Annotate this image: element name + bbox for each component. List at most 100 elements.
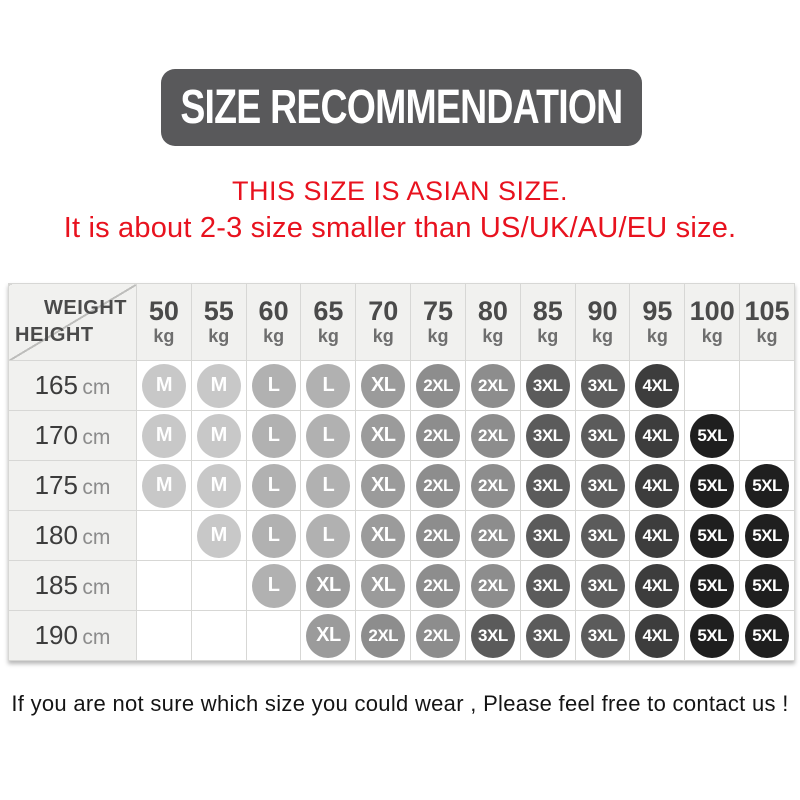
size-cell: M: [190, 410, 247, 461]
size-cell: 2XL: [464, 410, 521, 461]
page-title: SIZE RECOMMENDATION: [180, 81, 623, 134]
size-cell: 3XL: [519, 360, 576, 411]
weight-unit: kg: [427, 326, 449, 346]
size-cell: [245, 610, 302, 661]
size-cell: 3XL: [574, 510, 631, 561]
size-badge: M: [141, 413, 186, 458]
weight-value: 90: [587, 296, 618, 326]
size-badge: 4XL: [635, 563, 680, 608]
weight-value: 60: [258, 296, 289, 326]
size-cell: 3XL: [519, 610, 576, 661]
size-cell: 2XL: [410, 360, 466, 411]
height-unit: cm: [82, 576, 111, 599]
size-cell: L: [245, 410, 302, 461]
weight-header-cell: 55 kg: [190, 283, 247, 361]
size-cell: [190, 610, 247, 661]
height-value: 165: [34, 370, 78, 400]
size-badge: M: [196, 413, 241, 458]
weight-unit: kg: [701, 326, 723, 346]
table-row: 175 cm M M L L XL 2XL 2XL 3XL 3XL 4XL 5XL 5XL: [8, 460, 795, 511]
size-badge: 3XL: [580, 613, 625, 658]
height-value: 175: [34, 470, 78, 500]
size-badge: 5XL: [745, 463, 790, 508]
size-badge: M: [196, 463, 241, 508]
size-badge: XL: [361, 513, 406, 558]
weight-header-cell: 80 kg: [464, 283, 521, 361]
weight-value: 75: [423, 296, 454, 326]
size-badge: 4XL: [635, 413, 680, 458]
weight-value: 95: [642, 296, 673, 326]
size-badge: 2XL: [416, 563, 461, 608]
size-cell: XL: [355, 410, 412, 461]
size-table: WEIGHT HEIGHT 50 kg 55 kg 60 kg 65 kg 70 kg 75 kg 80…: [8, 283, 795, 661]
size-badge: 5XL: [745, 613, 790, 658]
size-cell: XL: [355, 360, 412, 411]
size-badge: XL: [306, 563, 351, 608]
size-cell: 5XL: [684, 560, 741, 611]
size-badge: 3XL: [580, 363, 625, 408]
size-cell: XL: [355, 510, 412, 561]
size-cell: 2XL: [410, 410, 466, 461]
size-badge: 5XL: [690, 513, 735, 558]
size-cell: 2XL: [464, 460, 521, 511]
table-row: 180 cm M L L XL 2XL 2XL 3XL 3XL 4XL 5XL 5XL: [8, 510, 795, 561]
weight-unit: kg: [263, 326, 285, 346]
table-row: 185 cm L XL XL 2XL 2XL 3XL 3XL 4XL 5XL 5XL: [8, 560, 795, 611]
weight-header-cell: 70 kg: [355, 283, 412, 361]
size-cell: 3XL: [519, 410, 576, 461]
size-badge: 3XL: [580, 463, 625, 508]
size-cell: M: [190, 510, 247, 561]
size-badge: 2XL: [470, 413, 515, 458]
size-cell: 4XL: [629, 460, 686, 511]
table-row: 170 cm M M L L XL 2XL 2XL 3XL 3XL 4XL 5XL: [8, 410, 795, 461]
weight-unit: kg: [756, 326, 778, 346]
weight-header-cell: 85 kg: [519, 283, 576, 361]
size-cell: 2XL: [464, 360, 521, 411]
size-badge: 2XL: [470, 563, 515, 608]
size-badge: 2XL: [470, 513, 515, 558]
size-cell: [136, 510, 192, 561]
size-badge: 5XL: [745, 513, 790, 558]
table-header-row: WEIGHT HEIGHT 50 kg 55 kg 60 kg 65 kg 70 kg 75 kg 80…: [8, 283, 795, 361]
height-value: 190: [34, 620, 78, 650]
size-badge: 3XL: [525, 513, 570, 558]
size-badge: 3XL: [580, 413, 625, 458]
size-cell: L: [300, 510, 357, 561]
size-cell: 2XL: [464, 510, 521, 561]
size-badge: L: [306, 513, 351, 558]
size-badge: XL: [306, 613, 351, 658]
size-badge: 2XL: [416, 413, 461, 458]
size-badge: L: [251, 413, 296, 458]
size-cell: 3XL: [574, 360, 631, 411]
size-cell: 2XL: [410, 460, 466, 511]
corner-cell: WEIGHT HEIGHT: [8, 283, 137, 361]
size-cell: 3XL: [574, 610, 631, 661]
size-cell: 3XL: [519, 510, 576, 561]
weight-value: 65: [313, 296, 344, 326]
height-unit: cm: [82, 426, 111, 449]
size-cell: 4XL: [629, 410, 686, 461]
table-row: 190 cm XL 2XL 2XL 3XL 3XL 3XL 4XL 5XL 5XL: [8, 610, 795, 661]
weight-unit: kg: [537, 326, 559, 346]
size-badge: 5XL: [690, 613, 735, 658]
height-unit: cm: [82, 626, 111, 649]
height-unit: cm: [82, 476, 111, 499]
size-badge: M: [196, 513, 241, 558]
size-cell: 4XL: [629, 560, 686, 611]
weight-value: 105: [744, 296, 790, 326]
size-badge: L: [306, 413, 351, 458]
size-cell: L: [245, 560, 302, 611]
size-cell: M: [190, 360, 247, 411]
weight-value: 55: [203, 296, 234, 326]
weight-unit: kg: [646, 326, 668, 346]
size-badge: 3XL: [525, 563, 570, 608]
size-cell: 5XL: [684, 410, 741, 461]
weight-header-cell: 50 kg: [136, 283, 192, 361]
weight-unit: kg: [592, 326, 614, 346]
size-cell: 2XL: [410, 560, 466, 611]
size-cell: [739, 410, 795, 461]
asian-size-notice: THIS SIZE IS ASIAN SIZE.: [231, 176, 569, 206]
footer-note: If you are not sure which size you could…: [11, 691, 789, 716]
size-cell: M: [136, 460, 192, 511]
weight-unit: kg: [482, 326, 504, 346]
